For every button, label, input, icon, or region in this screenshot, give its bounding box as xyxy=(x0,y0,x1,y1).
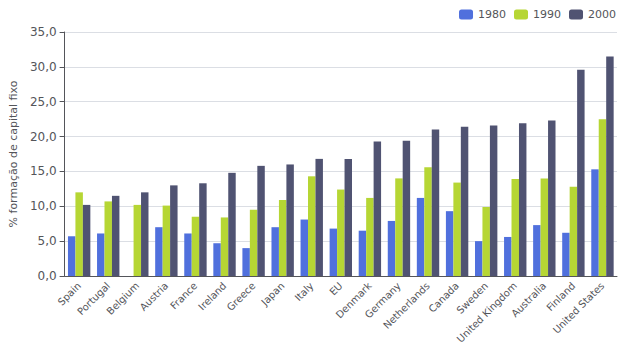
svg-text:EU: EU xyxy=(327,280,344,297)
svg-text:Belgium: Belgium xyxy=(104,280,141,317)
svg-text:1990: 1990 xyxy=(533,8,561,21)
svg-text:5,0: 5,0 xyxy=(38,234,57,248)
svg-text:United States: United States xyxy=(551,280,607,336)
svg-text:15,0: 15,0 xyxy=(30,164,57,178)
svg-text:Italy: Italy xyxy=(293,280,316,303)
svg-text:30,0: 30,0 xyxy=(30,60,57,74)
svg-text:1980: 1980 xyxy=(478,8,506,21)
svg-text:Finland: Finland xyxy=(544,280,578,314)
svg-text:35,0: 35,0 xyxy=(30,25,57,39)
svg-text:Denmark: Denmark xyxy=(333,280,374,321)
svg-text:Portugal: Portugal xyxy=(75,280,113,318)
svg-text:France: France xyxy=(168,280,199,311)
svg-text:Spain: Spain xyxy=(56,280,84,308)
svg-text:Netherlands: Netherlands xyxy=(381,280,432,331)
svg-text:Canada: Canada xyxy=(426,280,461,315)
svg-text:Japan: Japan xyxy=(258,280,286,308)
svg-text:Austria: Austria xyxy=(138,280,171,313)
svg-text:20,0: 20,0 xyxy=(30,130,57,144)
svg-text:25,0: 25,0 xyxy=(30,95,57,109)
svg-text:Australia: Australia xyxy=(509,280,548,319)
svg-text:Greece: Greece xyxy=(225,280,258,313)
svg-text:United Kingdom: United Kingdom xyxy=(454,280,520,345)
svg-text:Germany: Germany xyxy=(362,280,403,321)
svg-text:0,0: 0,0 xyxy=(38,269,57,283)
svg-text:10,0: 10,0 xyxy=(30,199,57,213)
svg-text:% formação de capital fixo: % formação de capital fixo xyxy=(7,80,20,227)
svg-text:2000: 2000 xyxy=(588,8,616,21)
svg-text:Sweden: Sweden xyxy=(454,280,491,316)
svg-text:Ireland: Ireland xyxy=(196,280,228,312)
